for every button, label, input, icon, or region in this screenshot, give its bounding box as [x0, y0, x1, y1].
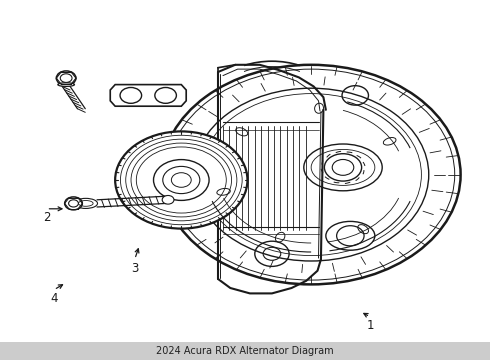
Text: 4: 4 — [50, 292, 58, 305]
Ellipse shape — [58, 83, 74, 86]
Circle shape — [162, 65, 461, 284]
Ellipse shape — [74, 198, 98, 208]
Circle shape — [115, 131, 247, 229]
Ellipse shape — [326, 221, 375, 250]
Circle shape — [65, 197, 82, 210]
Circle shape — [162, 195, 174, 204]
Text: 2024 Acura RDX Alternator Diagram: 2024 Acura RDX Alternator Diagram — [156, 346, 334, 356]
Text: 2: 2 — [43, 211, 50, 224]
FancyBboxPatch shape — [0, 342, 490, 360]
Circle shape — [324, 154, 362, 181]
Text: 3: 3 — [131, 262, 139, 275]
Text: 1: 1 — [366, 319, 374, 332]
Circle shape — [56, 71, 76, 85]
Polygon shape — [110, 85, 186, 106]
